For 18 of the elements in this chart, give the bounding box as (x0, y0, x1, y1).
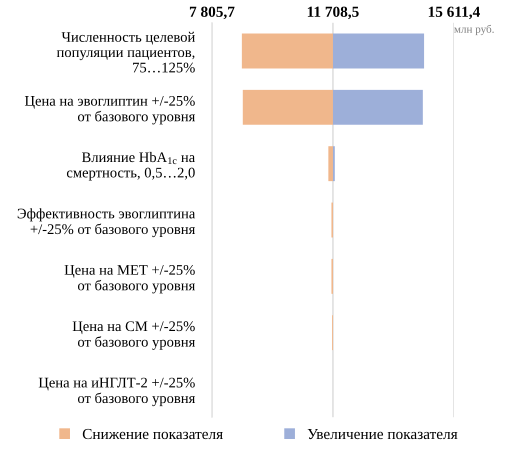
y-tick-label: Влияние HbA$_{1c}$ на смертность, 0,5…2,0 (66, 152, 195, 180)
y-tick-label: Численность целевой популяции пациентов, 75…125% (56, 32, 195, 73)
y-tick-label: Цена на иНГЛТ-2 +/-25% от базового уровня (38, 378, 196, 406)
bar (332, 34, 424, 68)
y-tick-label: Цена на эвоглиптин +/-25% от базового уровня (24, 96, 196, 124)
x-tick-label: 11 708,5 (308, 6, 359, 20)
x-tick-label: 7 805,7 (190, 6, 235, 20)
x-axis-title: млн руб. (454, 24, 494, 36)
x-tick-label: 15 611,4 (428, 6, 480, 20)
bar (242, 90, 333, 125)
bar (328, 146, 333, 182)
legend-label: Снижение показателя (82, 428, 223, 440)
y-tick-label: Цена на МЕТ +/-25% от базового уровня (64, 264, 196, 294)
bar (242, 34, 333, 68)
bar (332, 90, 423, 125)
legend-label: Увеличение показателя (308, 428, 458, 440)
y-tick-label: Цена на СМ +/-25% от базового уровня (72, 321, 196, 350)
y-tick-label: Эффективность эвоглиптина +/-25% от базового уровня (18, 208, 196, 238)
